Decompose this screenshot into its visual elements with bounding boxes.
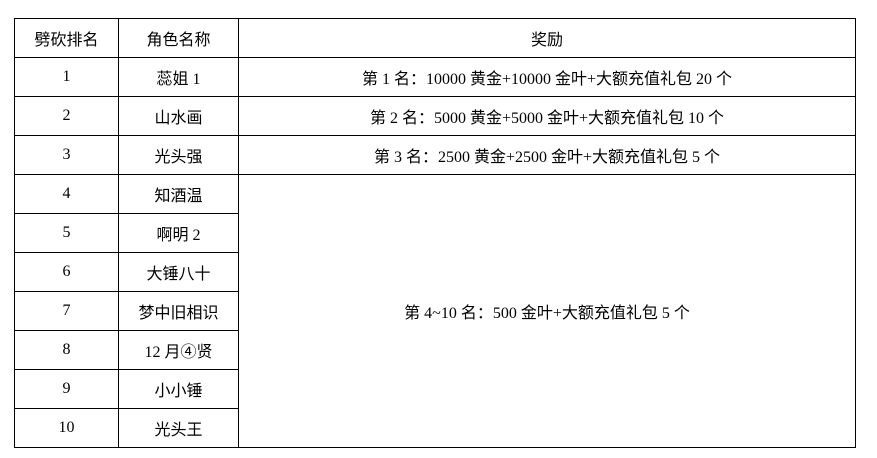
table-row: 3 光头强 第 3 名：2500 黄金+2500 金叶+大额充值礼包 5 个 [14,135,856,175]
table-row: 4 知酒温 第 4~10 名：500 金叶+大额充值礼包 5 个 [14,174,856,448]
name-cell: 小小锤 [118,369,239,409]
table-row: 5 啊明 2 [14,213,856,253]
rank-cell: 3 [14,135,119,175]
rank-cell: 7 [14,291,119,331]
reward-cell: 第 1 名：10000 黄金+10000 金叶+大额充值礼包 20 个 [238,57,856,97]
table-row: 2 山水画 第 2 名：5000 黄金+5000 金叶+大额充值礼包 10 个 [14,96,856,136]
name-cell: 大锤八十 [118,252,239,292]
table-row: 8 12 月④贤 [14,330,856,370]
header-reward: 奖励 [238,18,856,58]
name-cell: 知酒温 [118,174,239,214]
reward-cell: 第 2 名：5000 黄金+5000 金叶+大额充值礼包 10 个 [238,96,856,136]
table-header-row: 劈砍排名 角色名称 奖励 [14,18,856,58]
table-row: 7 梦中旧相识 [14,291,856,331]
reward-rank-table: 劈砍排名 角色名称 奖励 1 蕊姐 1 第 1 名：10000 黄金+10000… [14,18,856,448]
table-row: 10 光头王 [14,408,856,448]
table-row: 6 大锤八十 [14,252,856,292]
rank-cell: 6 [14,252,119,292]
reward-cell: 第 3 名：2500 黄金+2500 金叶+大额充值礼包 5 个 [238,135,856,175]
header-rank: 劈砍排名 [14,18,119,58]
rank-cell: 9 [14,369,119,409]
name-cell: 蕊姐 1 [118,57,239,97]
name-cell: 光头王 [118,408,239,448]
header-name: 角色名称 [118,18,239,58]
table-row: 9 小小锤 [14,369,856,409]
rank-cell: 8 [14,330,119,370]
name-cell: 光头强 [118,135,239,175]
rank-cell: 10 [14,408,119,448]
rank-cell: 5 [14,213,119,253]
rank-cell: 4 [14,174,119,214]
rank-cell: 2 [14,96,119,136]
name-cell: 啊明 2 [118,213,239,253]
name-cell: 12 月④贤 [118,330,239,370]
table-row: 1 蕊姐 1 第 1 名：10000 黄金+10000 金叶+大额充值礼包 20… [14,57,856,97]
name-cell: 山水画 [118,96,239,136]
rank-cell: 1 [14,57,119,97]
reward-cell-merged: 第 4~10 名：500 金叶+大额充值礼包 5 个 [238,174,856,448]
name-cell: 梦中旧相识 [118,291,239,331]
